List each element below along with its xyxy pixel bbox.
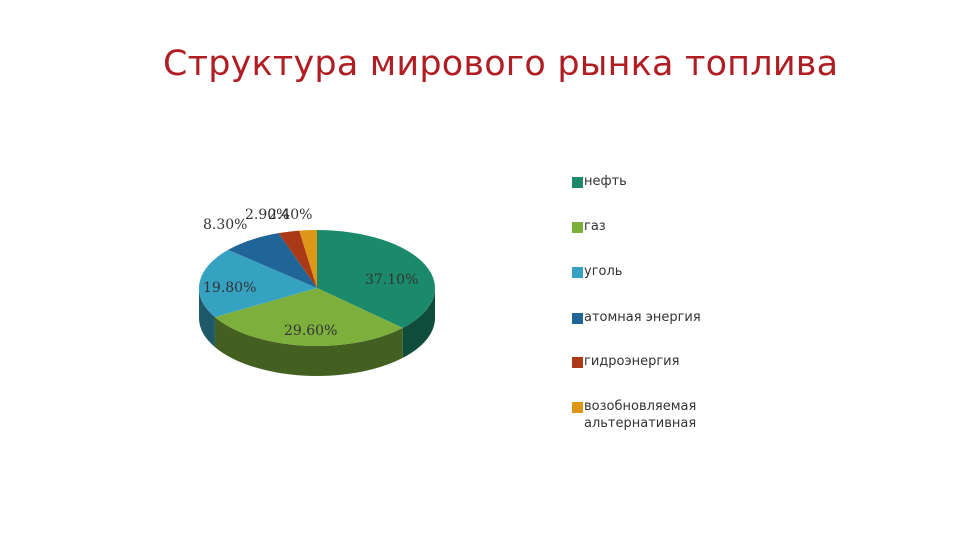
data-label-атомная-энергия: 8.30%	[203, 217, 247, 233]
legend-label: атомная энергия	[584, 310, 701, 325]
legend-swatch	[572, 267, 583, 278]
pie-sides	[199, 288, 435, 376]
data-label-уголь: 19.80%	[203, 280, 256, 296]
slice-гидроэнергия	[278, 230, 317, 288]
slice-уголь	[198, 249, 317, 318]
legend-swatch	[572, 313, 583, 324]
legend-swatch	[572, 222, 583, 233]
legend-label: нефть	[584, 174, 627, 189]
legend-swatch	[572, 177, 583, 188]
legend-swatch	[572, 402, 583, 413]
slice-side-нефть	[402, 288, 435, 358]
pie-slices	[198, 230, 435, 346]
data-label-возобновляемая-альтернативная: 2.40%	[268, 207, 312, 223]
data-label-газ: 29.60%	[284, 323, 337, 339]
slice-возобновляемая-альтернативная	[299, 230, 317, 288]
legend-label: возобновляемая альтернативная	[584, 399, 697, 431]
data-label-нефть: 37.10%	[365, 272, 418, 288]
legend-item-уголь: уголь	[572, 263, 742, 280]
data-labels: 37.10% 29.60% 19.80% 8.30%2.90%2.40%	[203, 207, 418, 339]
slice-side-уголь	[199, 288, 215, 348]
slice-side-газ	[214, 317, 403, 376]
slice-нефть	[317, 230, 435, 328]
legend-swatch	[572, 357, 583, 368]
slice-газ	[214, 288, 403, 346]
slice-атомная-энергия	[228, 233, 317, 288]
legend-item-нефть: нефть	[572, 173, 742, 190]
legend-label: газ	[584, 219, 606, 234]
legend-item-газ: газ	[572, 218, 742, 235]
data-label-гидроэнергия: 2.90%	[245, 207, 289, 223]
legend-label: уголь	[584, 264, 623, 279]
page-title: Структура мирового рынка топлива	[163, 44, 839, 84]
legend-item-атомная-энергия: атомная энергия	[572, 309, 742, 326]
legend-item-возобновляемая-альтернативная: возобновляемая альтернативная	[572, 398, 742, 432]
legend-label: гидроэнергия	[584, 354, 680, 369]
legend-item-гидроэнергия: гидроэнергия	[572, 353, 742, 370]
